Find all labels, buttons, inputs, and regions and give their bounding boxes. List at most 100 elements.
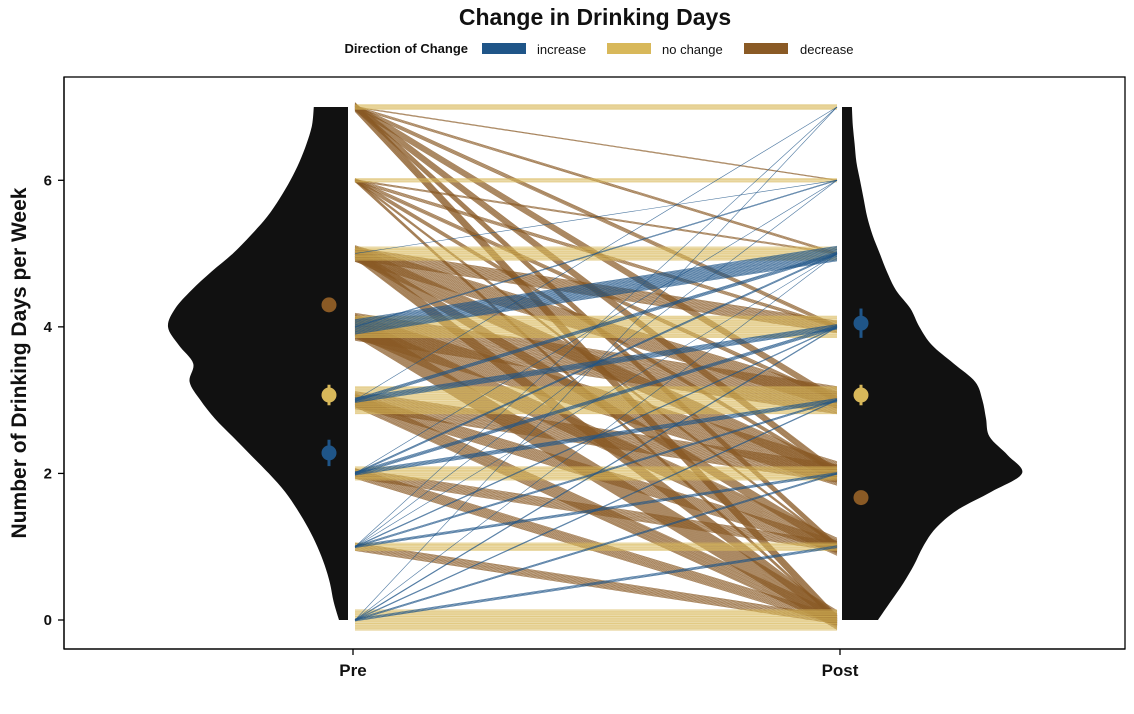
transition-line bbox=[354, 325, 838, 400]
transition-line bbox=[354, 472, 838, 547]
transition-lines bbox=[354, 102, 838, 631]
transition-line bbox=[354, 474, 838, 622]
transition-line bbox=[354, 328, 838, 403]
transition-line bbox=[354, 255, 838, 330]
transition-line bbox=[354, 245, 838, 467]
transition-line bbox=[354, 339, 838, 414]
transition-line bbox=[354, 105, 838, 327]
transition-line bbox=[354, 401, 838, 623]
transition-line bbox=[354, 333, 838, 628]
transition-line bbox=[354, 473, 838, 621]
mean-point-pre-decrease bbox=[321, 297, 337, 313]
transition-line bbox=[354, 471, 838, 619]
transition-line bbox=[354, 476, 838, 624]
transition-line bbox=[354, 103, 838, 618]
transition-line bbox=[354, 254, 838, 329]
transition-line bbox=[354, 312, 838, 387]
transition-line bbox=[354, 326, 838, 401]
transition-line bbox=[354, 472, 838, 546]
transition-line bbox=[354, 398, 838, 472]
y-tick-label-2: 2 bbox=[44, 465, 52, 482]
transition-line bbox=[354, 179, 838, 327]
transition-line bbox=[354, 106, 838, 401]
transition-line bbox=[354, 475, 838, 623]
transition-line bbox=[354, 402, 838, 623]
density-pre bbox=[167, 107, 348, 620]
transition-line bbox=[354, 477, 838, 625]
transition-line bbox=[354, 253, 838, 401]
transition-line bbox=[354, 325, 838, 473]
transition-line bbox=[354, 109, 838, 477]
transition-line bbox=[354, 246, 838, 468]
transition-line bbox=[354, 248, 838, 323]
mean-point-post-increase bbox=[853, 315, 869, 331]
density-layer bbox=[167, 107, 1023, 620]
transition-line bbox=[354, 256, 838, 331]
transition-line bbox=[354, 327, 838, 475]
transition-line bbox=[354, 468, 838, 616]
transition-line bbox=[354, 546, 838, 620]
transition-line bbox=[354, 333, 838, 554]
transition-line bbox=[354, 327, 838, 476]
transition-line bbox=[354, 332, 838, 553]
transition-line bbox=[354, 109, 838, 550]
x-axis: Pre Post bbox=[64, 648, 1125, 680]
transition-line bbox=[354, 254, 838, 402]
legend-label-no-change: no change bbox=[662, 42, 723, 57]
transition-line bbox=[354, 249, 838, 324]
transition-line bbox=[354, 405, 838, 626]
transition-line bbox=[354, 399, 838, 548]
transition-line bbox=[354, 110, 838, 478]
transition-line bbox=[354, 315, 838, 390]
transition-line bbox=[354, 247, 838, 468]
transition-line bbox=[354, 326, 838, 401]
transition-line bbox=[354, 549, 838, 624]
density-post bbox=[842, 107, 1023, 620]
transition-line bbox=[354, 180, 838, 328]
transition-line bbox=[354, 338, 838, 412]
y-tick-label-6: 6 bbox=[44, 172, 52, 189]
transition-line bbox=[354, 103, 838, 545]
transition-line bbox=[354, 398, 838, 619]
transition-line bbox=[354, 253, 838, 402]
transition-line bbox=[354, 336, 838, 484]
transition-line bbox=[354, 259, 838, 481]
transition-line bbox=[354, 317, 838, 392]
transition-line bbox=[354, 317, 838, 391]
transition-line bbox=[354, 253, 838, 328]
transition-line bbox=[354, 109, 838, 624]
mean-point-post-decrease bbox=[853, 490, 869, 506]
transition-line bbox=[354, 403, 838, 625]
transition-line bbox=[354, 259, 838, 480]
transition-line bbox=[354, 472, 838, 620]
transition-line bbox=[354, 401, 838, 476]
y-tick-label-0: 0 bbox=[44, 612, 52, 629]
transition-line bbox=[354, 252, 838, 327]
transition-line bbox=[354, 400, 838, 548]
transition-line bbox=[354, 108, 838, 476]
transition-line bbox=[354, 107, 838, 181]
transition-line bbox=[354, 337, 838, 485]
transition-line bbox=[354, 473, 838, 621]
transition-line bbox=[354, 337, 838, 412]
transition-line bbox=[354, 332, 838, 480]
transition-line bbox=[354, 471, 838, 619]
legend-swatch-increase bbox=[482, 43, 526, 54]
transition-line bbox=[354, 326, 838, 474]
transition-line bbox=[354, 334, 838, 629]
transition-line bbox=[354, 400, 838, 475]
transition-line bbox=[354, 326, 838, 621]
transition-line bbox=[354, 474, 838, 549]
transition-line bbox=[354, 334, 838, 483]
transition-line bbox=[354, 470, 838, 618]
transition-line bbox=[354, 258, 838, 333]
transition-line bbox=[354, 475, 838, 624]
legend-label-increase: increase bbox=[537, 42, 586, 57]
legend-title: Direction of Change bbox=[344, 41, 468, 56]
legend-swatch-no-change bbox=[607, 43, 651, 54]
transition-line bbox=[354, 406, 838, 627]
transition-line bbox=[354, 478, 838, 626]
transition-line bbox=[354, 248, 838, 322]
transition-line bbox=[354, 257, 838, 332]
